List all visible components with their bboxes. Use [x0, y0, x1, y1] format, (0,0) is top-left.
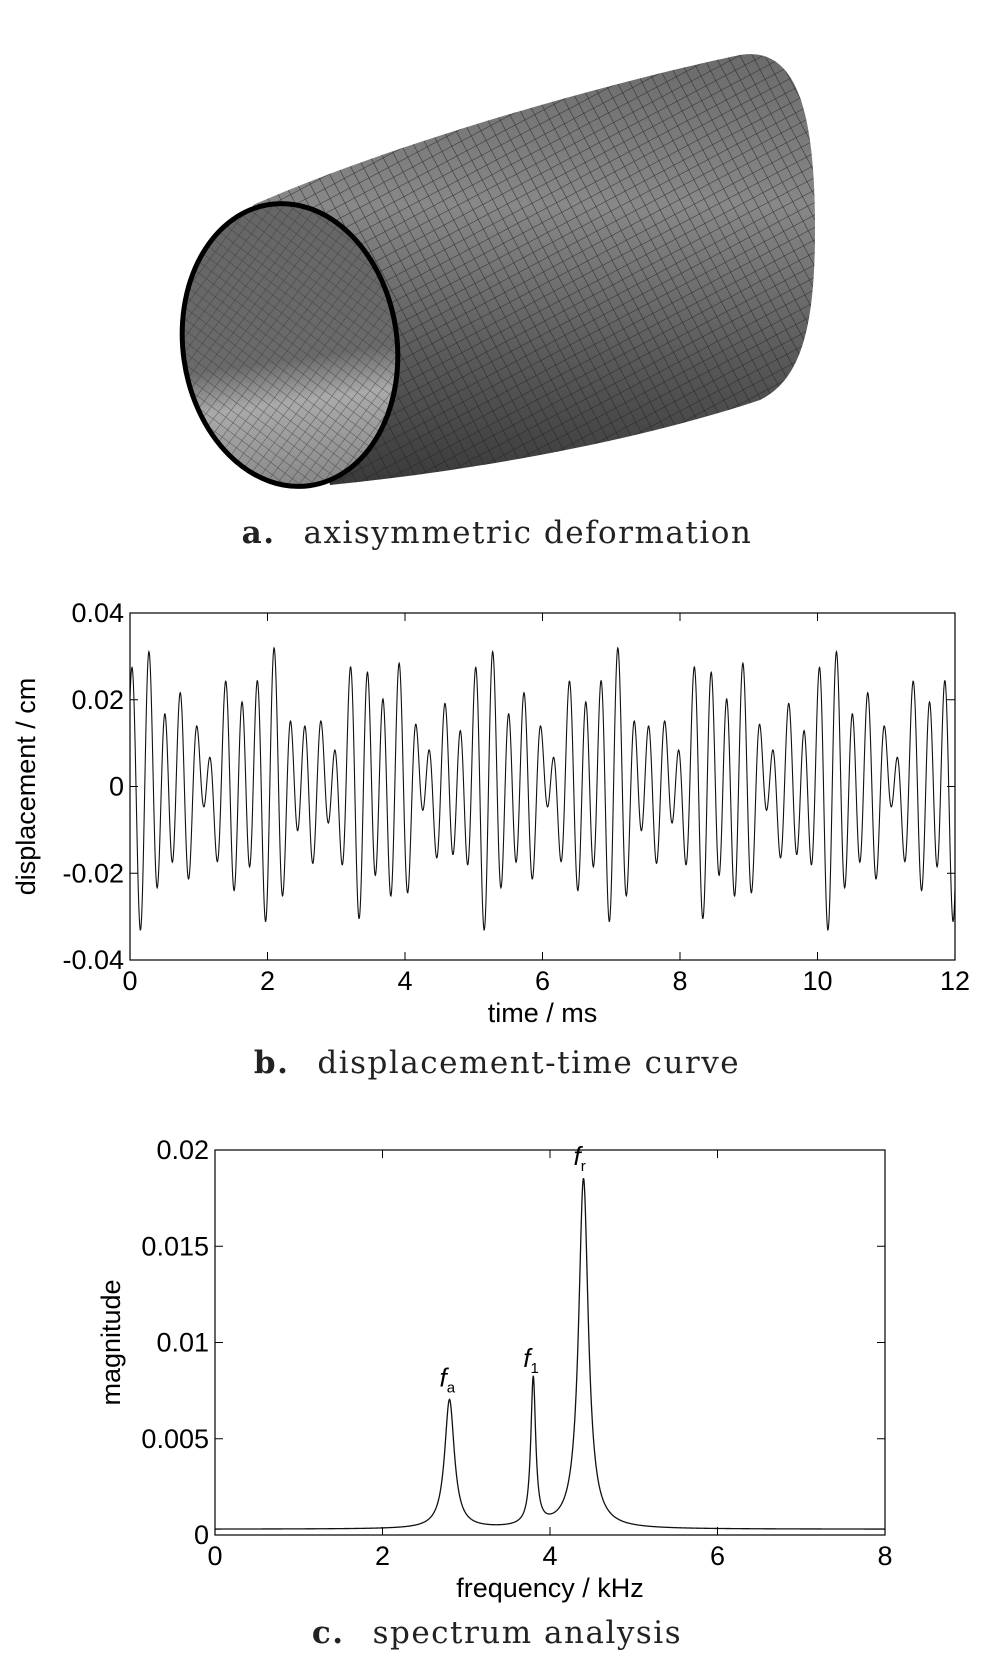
peak-label-sub-a: a	[447, 1379, 456, 1396]
chart-b-xlabel: time / ms	[488, 998, 598, 1028]
displacement-time-chart: 0 2 4 6 8 10 12 0.04 0.02 0 -0.02 -0.04 time / ms dis…	[11, 598, 970, 1028]
chart-b-ytick-label: 0	[109, 772, 124, 802]
peak-label-a: fa	[440, 1362, 456, 1396]
chart-c-xtick-label: 2	[375, 1541, 390, 1571]
chart-c-frame	[214, 1149, 886, 1536]
chart-b-xtick-label: 12	[940, 966, 970, 996]
figure-c-caption: c. spectrum analysis	[0, 1615, 994, 1651]
chart-c-ylabel: magnitude	[96, 1279, 126, 1405]
chart-c-ytick-label: 0	[194, 1520, 209, 1550]
chart-c-ytick-label: 0.02	[156, 1135, 209, 1165]
spectrum-series-line	[215, 1177, 885, 1530]
chart-b-ytick-label: 0.02	[71, 685, 124, 715]
chart-b-xtick-label: 8	[672, 966, 687, 996]
figure-b-caption-text: displacement-time curve	[317, 1045, 741, 1081]
peak-label-1: f1	[523, 1343, 539, 1377]
chart-c-xlabel: frequency / kHz	[456, 1573, 644, 1603]
chart-b-ytick-label: -0.04	[62, 945, 124, 975]
chart-b-xtick-label: 10	[802, 966, 832, 996]
chart-c-ytick-label: 0.01	[156, 1328, 209, 1358]
figure-b-label: b.	[253, 1045, 290, 1081]
figure-a-caption: a. axisymmetric deformation	[0, 515, 994, 551]
chart-c-xtick-label: 8	[877, 1541, 892, 1571]
figure-b: 0 2 4 6 8 10 12 0.04 0.02 0 -0.02 -0.04 time / ms dis…	[0, 580, 994, 1081]
cylinder-opening	[179, 201, 401, 489]
figure-c-caption-text: spectrum analysis	[372, 1615, 683, 1651]
chart-b-xtick-label: 4	[397, 966, 412, 996]
peak-label-sub-1: 1	[530, 1360, 538, 1377]
chart-b-ytick-label: 0.04	[71, 598, 124, 628]
chart-b-frame	[129, 612, 956, 961]
chart-b-xtick-label: 0	[122, 966, 137, 996]
peak-label-sub-r: r	[581, 1158, 586, 1175]
figure-a-caption-text: axisymmetric deformation	[303, 515, 753, 551]
chart-b-ylabel: displacement / cm	[11, 678, 41, 896]
chart-b-ytick-label: -0.02	[62, 858, 124, 888]
displacement-series-line	[129, 646, 956, 932]
figure-a: a. axisymmetric deformation	[0, 0, 994, 560]
peak-label-r: fr	[574, 1141, 586, 1175]
spectrum-chart: fa f1 fr 0 2 4 6 8 0.02 0.015 0.01 0.005 0 frequency…	[96, 1135, 893, 1603]
chart-c-xtick-label: 6	[710, 1541, 725, 1571]
figure-c-label: c.	[311, 1615, 345, 1651]
chart-b-xtick-label: 6	[535, 966, 550, 996]
chart-c-xtick-label: 0	[207, 1541, 222, 1571]
chart-c-ytick-label: 0.015	[141, 1231, 209, 1261]
chart-b-xtick-label: 2	[260, 966, 275, 996]
figure-b-caption: b. displacement-time curve	[0, 1045, 994, 1081]
chart-c-xtick-label: 4	[542, 1541, 557, 1571]
figure-c: fa f1 fr 0 2 4 6 8 0.02 0.015 0.01 0.005 0 frequency…	[0, 1130, 994, 1679]
chart-c-ytick-label: 0.005	[141, 1424, 209, 1454]
figure-a-label: a.	[241, 515, 276, 551]
cylinder-mesh-image	[179, 54, 815, 489]
